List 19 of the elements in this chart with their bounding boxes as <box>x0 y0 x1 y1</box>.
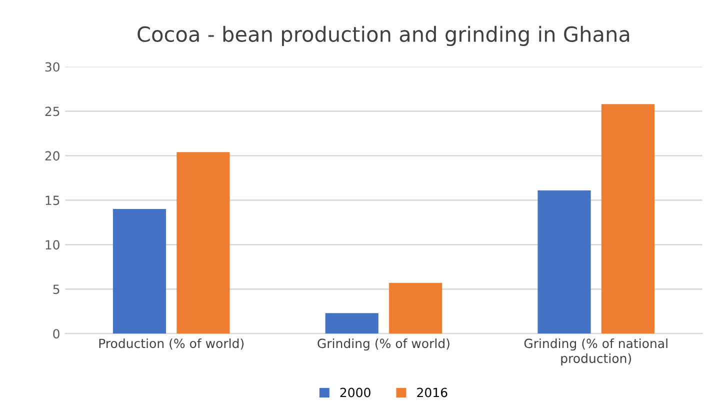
bar <box>601 104 654 334</box>
x-tick-label: Production (% of world) <box>99 338 244 350</box>
bar <box>389 282 442 334</box>
y-tick-label: 10 <box>46 240 60 250</box>
legend-label: 2016 <box>417 388 448 398</box>
y-tick-label: 30 <box>45 62 60 72</box>
legend-label: 2000 <box>340 388 370 398</box>
chart-title: Cocoa - bean production and grinding in Ghana <box>138 26 630 46</box>
y-tick-label: 25 <box>45 106 60 116</box>
y-tick-label: 20 <box>45 151 60 161</box>
x-tick-label: Grinding (% of world) <box>318 338 450 351</box>
y-tick-label: 0 <box>53 329 60 339</box>
bar <box>112 209 166 334</box>
x-tick-label: Grinding (% of national production) <box>524 338 668 366</box>
y-tick-label: 5 <box>53 284 60 294</box>
bar <box>538 190 591 334</box>
y-tick-label: 15 <box>46 196 60 206</box>
bar <box>176 152 230 334</box>
bar <box>325 313 378 334</box>
